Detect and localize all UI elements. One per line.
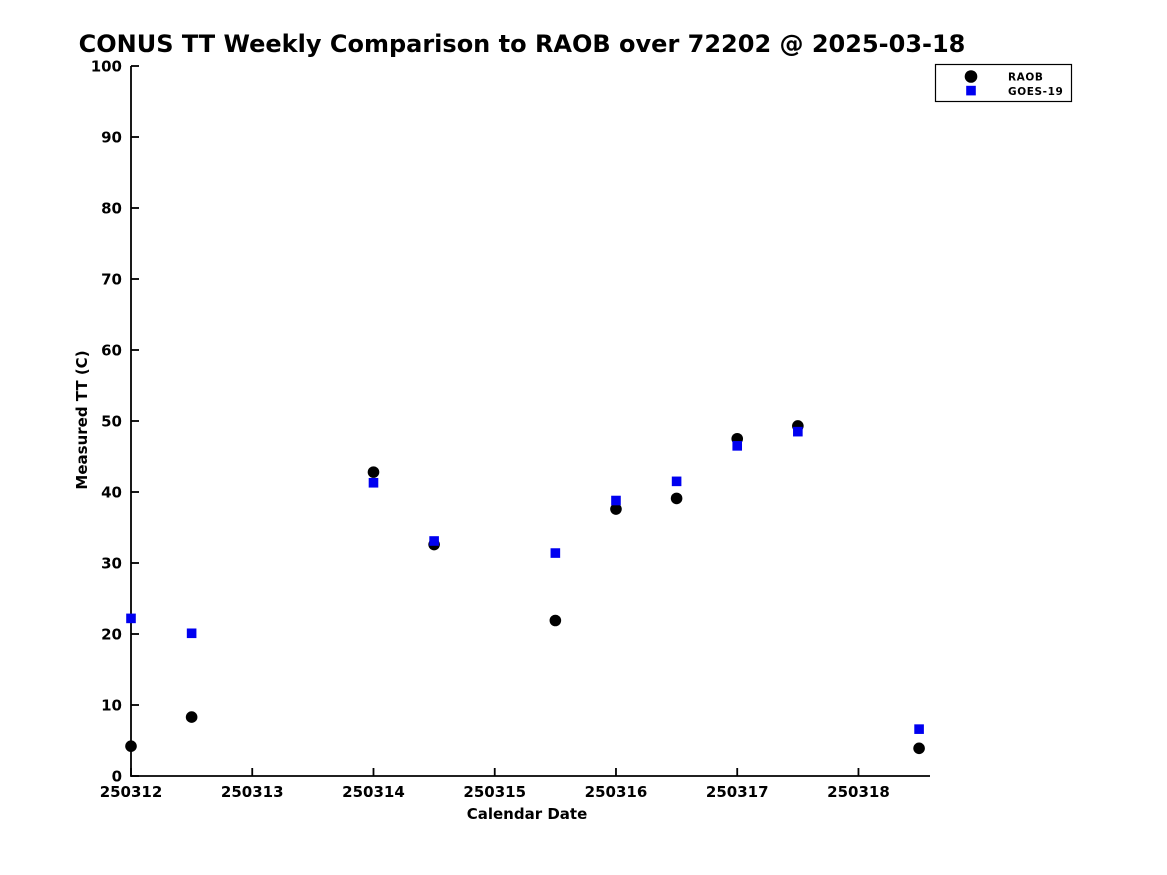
axis-spines bbox=[130, 66, 930, 777]
data-point-goes-19 bbox=[429, 536, 439, 546]
x-tick-label: 250318 bbox=[827, 783, 890, 801]
y-tick-label: 30 bbox=[101, 555, 122, 573]
legend: RAOB GOES-19 bbox=[934, 63, 1073, 103]
data-point-goes-19 bbox=[793, 426, 803, 437]
data-point-goes-19 bbox=[550, 548, 561, 558]
data-point-goes-19 bbox=[914, 724, 924, 734]
data-point-raob bbox=[913, 742, 925, 755]
y-tick-label: 90 bbox=[101, 129, 122, 147]
y-tick-label: 10 bbox=[101, 697, 122, 715]
y-tick-label: 20 bbox=[101, 626, 122, 644]
data-point-goes-19 bbox=[611, 495, 621, 506]
x-tick-label: 250312 bbox=[100, 783, 163, 801]
y-tick-label: 80 bbox=[101, 200, 122, 218]
legend-box bbox=[934, 63, 1073, 103]
data-point-goes-19 bbox=[186, 628, 197, 639]
goes19-square-icon bbox=[966, 85, 976, 96]
y-tick-label: 70 bbox=[101, 271, 122, 289]
x-axis-label: Calendar Date bbox=[467, 805, 588, 823]
series-raob bbox=[125, 420, 925, 755]
y-tick-label: 40 bbox=[101, 484, 122, 502]
x-axis: 250312 250313 250314 250315 250316 250317 2503… bbox=[100, 768, 890, 801]
raob-circle-icon bbox=[964, 70, 978, 83]
x-tick-label: 250317 bbox=[706, 783, 769, 801]
data-point-raob bbox=[185, 711, 198, 723]
x-tick-label: 250314 bbox=[342, 783, 405, 801]
data-point-raob bbox=[125, 740, 137, 752]
data-point-raob bbox=[670, 492, 683, 505]
y-tick-label: 100 bbox=[91, 58, 122, 76]
y-tick-label: 50 bbox=[101, 413, 122, 431]
data-point-raob bbox=[610, 503, 622, 515]
data-point-goes-19 bbox=[671, 476, 682, 487]
legend-label-goes19: GOES-19 bbox=[1008, 86, 1063, 98]
data-point-raob bbox=[367, 466, 380, 478]
y-axis: 0 10 20 30 40 50 60 70 80 90 100 bbox=[91, 58, 139, 786]
x-tick-label: 250316 bbox=[585, 783, 648, 801]
data-point-goes-19 bbox=[126, 613, 136, 624]
data-point-goes-19 bbox=[732, 441, 743, 451]
data-point-goes-19 bbox=[368, 477, 379, 488]
chart-title: CONUS TT Weekly Comparison to RAOB over … bbox=[79, 30, 966, 58]
y-tick-label: 60 bbox=[101, 342, 122, 360]
y-axis-label: Measured TT (C) bbox=[73, 350, 91, 489]
legend-label-raob: RAOB bbox=[1008, 72, 1044, 84]
series-goes19 bbox=[126, 426, 924, 734]
x-tick-label: 250315 bbox=[463, 783, 526, 801]
data-point-raob bbox=[549, 614, 562, 627]
x-tick-label: 250313 bbox=[221, 783, 284, 801]
y-tick-label: 0 bbox=[112, 768, 122, 786]
